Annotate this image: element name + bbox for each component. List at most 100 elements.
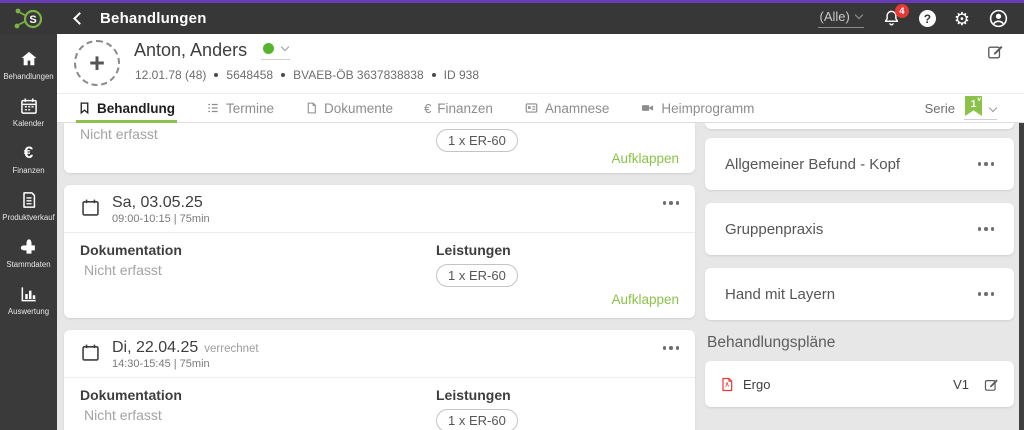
edit-icon bbox=[988, 45, 1003, 59]
finding-title: Allgemeiner Befund - Kopf bbox=[725, 155, 901, 173]
finding-title: Hand mit Layern bbox=[725, 285, 836, 303]
topbar: S Behandlungen (Alle) 4 ? bbox=[0, 0, 1024, 34]
therapist-filter-dropdown[interactable]: (Alle) bbox=[817, 9, 864, 28]
tab-label: Dokumente bbox=[324, 100, 394, 116]
help-icon: ? bbox=[923, 11, 932, 26]
pdf-icon bbox=[722, 377, 733, 391]
serie-control: Serie 1 v bbox=[925, 94, 998, 122]
documentation-label: Dokumentation bbox=[80, 387, 182, 403]
edit-icon bbox=[984, 379, 998, 391]
appointment-card: Sa, 03.05.25 09:00-10:15 | 75min Dokumen… bbox=[64, 185, 695, 318]
tab-label: Heimprogramm bbox=[661, 100, 755, 116]
sidebar-label: Behandlungen bbox=[3, 72, 54, 81]
settings-button[interactable]: ⚙ bbox=[954, 10, 970, 28]
plus-icon: + bbox=[89, 47, 105, 78]
appointment-body: Dokumentation Nicht erfasst Leistungen 1… bbox=[64, 233, 695, 287]
list-icon bbox=[206, 101, 220, 115]
back-button[interactable] bbox=[69, 9, 89, 29]
more-options-icon[interactable] bbox=[662, 346, 679, 350]
documentation-status: Nicht erfasst bbox=[84, 262, 162, 278]
sidebar-label: Finanzen bbox=[12, 166, 45, 175]
video-camera-icon bbox=[640, 101, 655, 115]
tab-label: Behandlung bbox=[97, 100, 175, 116]
patient-status-dropdown[interactable] bbox=[261, 41, 291, 60]
app-logo[interactable]: S bbox=[0, 3, 57, 34]
serie-badge-sup: v bbox=[977, 96, 981, 103]
patient-insurance: BVAEB-ÖB 3637838838 bbox=[293, 68, 424, 82]
patient-number: 5648458 bbox=[226, 68, 274, 82]
serie-badge-icon: 1 v bbox=[965, 96, 982, 116]
documentation-status: Nicht erfasst bbox=[84, 407, 162, 423]
account-button[interactable] bbox=[988, 8, 1009, 29]
page-icon bbox=[305, 101, 318, 115]
sidebar-item-behandlungen[interactable]: Behandlungen bbox=[0, 42, 57, 89]
sidebar-item-finanzen[interactable]: € Finanzen bbox=[0, 136, 57, 183]
euro-icon: € bbox=[23, 143, 34, 162]
tab-anamnese[interactable]: Anamnese bbox=[524, 94, 610, 122]
main-content: Nicht erfasst 1 x ER-60 Aufklappen Sa, 0… bbox=[57, 123, 1024, 430]
edit-patient-button[interactable] bbox=[986, 42, 1005, 66]
documentation-label: Dokumentation bbox=[80, 242, 182, 258]
more-options-icon[interactable] bbox=[977, 162, 994, 166]
chevron-left-icon bbox=[72, 12, 86, 25]
gear-icon: ⚙ bbox=[953, 8, 970, 29]
appointment-card: Di, 22.04.25 verrechnet 14:30-15:45 | 75… bbox=[64, 330, 695, 430]
finding-card[interactable]: Gruppenpraxis bbox=[705, 203, 1014, 255]
more-options-icon[interactable] bbox=[662, 201, 679, 205]
appointment-time: 09:00-10:15 | 75min bbox=[112, 213, 210, 225]
service-chip[interactable]: 1 x ER-60 bbox=[436, 264, 518, 287]
tab-label: Termine bbox=[226, 100, 275, 116]
plan-name: Ergo bbox=[743, 376, 771, 392]
patient-details: 12.01.78 (48) 5648458 BVAEB-ÖB 363783883… bbox=[135, 68, 479, 82]
puzzle-icon bbox=[20, 239, 35, 254]
tab-behandlung[interactable]: Behandlung bbox=[76, 94, 177, 123]
id-card-icon bbox=[524, 101, 539, 115]
plan-card[interactable]: Ergo V1 bbox=[705, 361, 1014, 407]
chevron-down-icon bbox=[280, 42, 290, 52]
services-label: Leistungen bbox=[436, 387, 511, 403]
tab-heimprogramm[interactable]: Heimprogramm bbox=[640, 94, 754, 122]
serie-dropdown[interactable]: 1 v bbox=[964, 96, 998, 120]
bell-icon bbox=[884, 10, 899, 26]
finding-card[interactable]: Hand mit Layern bbox=[705, 268, 1014, 320]
calendar-icon bbox=[82, 199, 99, 216]
tab-dokumente[interactable]: Dokumente bbox=[305, 94, 393, 122]
tab-finanzen[interactable]: € Finanzen bbox=[424, 94, 493, 122]
finding-card[interactable]: Allgemeiner Befund - Kopf bbox=[705, 138, 1014, 190]
plans-section-title: Behandlungspläne bbox=[707, 334, 836, 351]
sidebar-item-kalender[interactable]: Kalender bbox=[0, 89, 57, 136]
service-chip[interactable]: 1 x ER-60 bbox=[436, 409, 518, 430]
expand-link[interactable]: Aufklappen bbox=[611, 292, 679, 307]
sidebar-item-auswertung[interactable]: Auswertung bbox=[0, 277, 57, 324]
sidebar: Behandlungen Kalender € Finanzen Produkt… bbox=[0, 34, 57, 430]
appointment-footer: Aufklappen bbox=[64, 287, 695, 318]
sidebar-item-produktverkauf[interactable]: Produktverkauf bbox=[0, 183, 57, 230]
filter-label: (Alle) bbox=[819, 9, 850, 24]
notifications-button[interactable]: 4 bbox=[882, 4, 909, 28]
patient-header: + Anton, Anders 12.01.78 (48) 5648458 BV… bbox=[57, 34, 1024, 94]
user-icon bbox=[989, 9, 1008, 28]
vertical-scrollbar[interactable] bbox=[1019, 100, 1024, 430]
appointment-card-partial: Nicht erfasst 1 x ER-60 Aufklappen bbox=[64, 123, 695, 173]
more-options-icon[interactable] bbox=[977, 292, 994, 296]
chevron-down-icon bbox=[854, 10, 864, 20]
sidebar-label: Auswertung bbox=[7, 307, 50, 316]
notification-badge: 4 bbox=[894, 4, 909, 18]
finding-title: Gruppenpraxis bbox=[725, 220, 824, 238]
services-label: Leistungen bbox=[436, 242, 511, 258]
tab-label: Anamnese bbox=[544, 100, 610, 116]
service-chip[interactable]: 1 x ER-60 bbox=[436, 129, 518, 152]
topbar-actions: (Alle) 4 ? ⚙ bbox=[817, 4, 1024, 29]
sidebar-label: Stammdaten bbox=[6, 260, 51, 269]
add-patient-photo-button[interactable]: + bbox=[74, 40, 120, 86]
more-options-icon[interactable] bbox=[977, 227, 994, 231]
divider bbox=[64, 377, 695, 378]
home-icon bbox=[21, 51, 36, 66]
edit-plan-button[interactable] bbox=[983, 376, 1000, 393]
tab-termine[interactable]: Termine bbox=[206, 94, 274, 122]
sidebar-item-stammdaten[interactable]: Stammdaten bbox=[0, 230, 57, 277]
expand-link[interactable]: Aufklappen bbox=[611, 151, 679, 166]
help-button[interactable]: ? bbox=[918, 10, 936, 27]
bookmark-icon bbox=[78, 101, 91, 115]
finding-card-partial bbox=[705, 123, 1014, 129]
